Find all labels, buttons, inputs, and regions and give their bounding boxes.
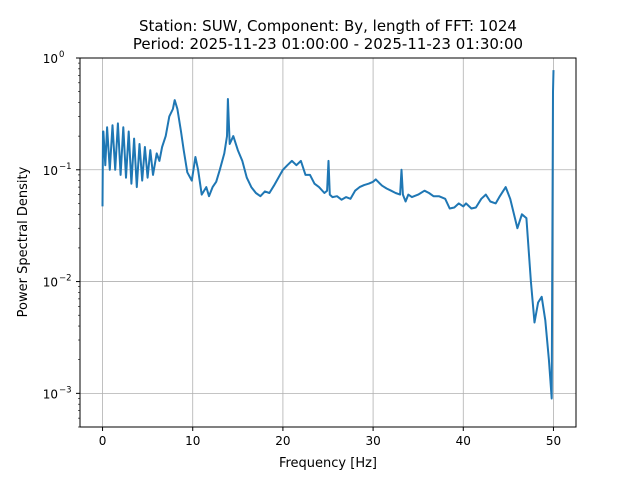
x-tick-label: 50 bbox=[546, 434, 561, 448]
y-tick-label: 10 bbox=[43, 52, 58, 66]
y-tick-exponent: −1 bbox=[59, 162, 72, 172]
x-tick-label: 30 bbox=[365, 434, 380, 448]
plot-frame bbox=[79, 57, 577, 428]
y-tick-label: 10 bbox=[43, 387, 58, 401]
x-tick-label: 0 bbox=[99, 434, 107, 448]
y-tick-exponent: −3 bbox=[59, 385, 72, 395]
x-tick-label: 40 bbox=[456, 434, 471, 448]
y-tick-exponent: 0 bbox=[59, 50, 64, 60]
chart-title-line1: Station: SUW, Component: By, length of F… bbox=[139, 17, 517, 35]
y-axis-label: Power Spectral Density bbox=[16, 166, 31, 317]
psd-line bbox=[101, 70, 555, 400]
x-axis-label: Frequency [Hz] bbox=[279, 456, 377, 471]
x-tick-label: 10 bbox=[185, 434, 200, 448]
y-tick-label: 10 bbox=[43, 164, 58, 178]
chart-title-line2: Period: 2025-11-23 01:00:00 - 2025-11-23… bbox=[133, 35, 523, 53]
y-tick-exponent: −2 bbox=[59, 274, 72, 284]
x-tick-label: 20 bbox=[275, 434, 290, 448]
y-tick-label: 10 bbox=[43, 276, 58, 290]
